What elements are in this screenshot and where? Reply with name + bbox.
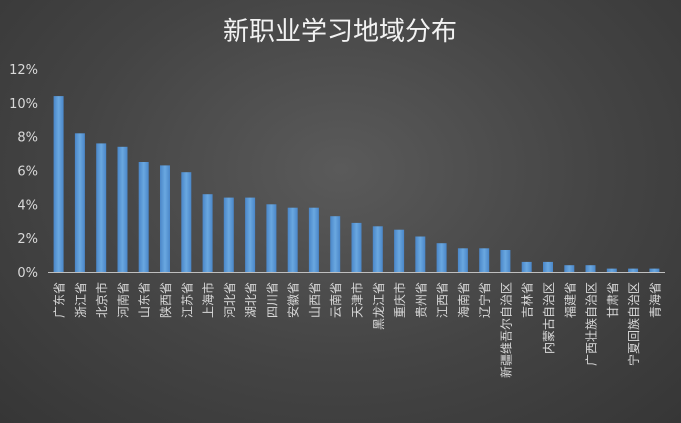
chart-title: 新职业学习地域分布 — [223, 17, 457, 47]
bar — [606, 268, 617, 272]
x-tick-label: 浙江省 — [74, 282, 88, 318]
bar — [96, 143, 107, 272]
y-tick-label: 12% — [9, 63, 38, 78]
bar — [351, 222, 362, 272]
bar — [564, 265, 575, 272]
bar — [500, 250, 511, 272]
bar — [53, 96, 64, 272]
bar — [308, 207, 319, 272]
bar — [202, 194, 213, 272]
x-tick-label: 黑龙江省 — [372, 282, 386, 330]
x-tick-label: 河南省 — [116, 282, 131, 318]
x-tick-label: 北京市 — [94, 282, 109, 318]
x-tick-label: 广东省 — [53, 282, 67, 318]
x-tick-label: 山东省 — [138, 282, 152, 318]
bar — [457, 248, 468, 272]
y-tick-label: 2% — [17, 232, 38, 247]
x-tick-label: 重庆市 — [392, 282, 407, 318]
x-tick-label: 安徽省 — [286, 282, 301, 318]
bar — [287, 207, 298, 272]
bar — [266, 204, 277, 272]
y-tick-label: 0% — [17, 266, 38, 281]
bar — [181, 172, 192, 272]
x-tick-label: 陕西省 — [158, 282, 173, 318]
bar — [74, 133, 85, 272]
x-tick-label: 贵州省 — [414, 282, 428, 318]
bars — [53, 96, 660, 272]
bar — [245, 197, 256, 272]
bar — [628, 268, 639, 272]
x-tick-label: 吉林省 — [521, 282, 535, 318]
x-tick-label: 河北省 — [223, 282, 237, 318]
y-axis: 0% 2% 4% 6% 8% 10% 12% — [9, 63, 38, 281]
bar — [394, 229, 405, 272]
bar — [138, 162, 149, 272]
bar — [223, 197, 234, 272]
x-tick-label: 四川省 — [265, 282, 279, 318]
bar — [543, 261, 553, 272]
x-axis-labels: 广东省 浙江省 北京市 河南省 山东省 陕西省 江苏省 上海市 河北省 湖北省 四川省 安徽省 山西省云… — [53, 282, 663, 378]
x-tick-label: 山西省 — [308, 282, 322, 318]
x-tick-label: 上海市 — [201, 282, 216, 318]
x-tick-label: 辽宁省 — [477, 282, 492, 318]
x-tick-label: 云南省 — [328, 282, 343, 318]
y-tick-label: 8% — [17, 131, 38, 146]
bar — [415, 236, 426, 272]
bar — [585, 265, 596, 272]
x-tick-label: 新疆维吾尔自治区 — [498, 282, 513, 378]
x-tick-label: 江西省 — [436, 282, 450, 318]
x-tick-label: 青海省 — [647, 282, 662, 318]
bar — [436, 243, 447, 272]
bar — [649, 268, 660, 272]
x-tick-label: 广西壮族自治区 — [585, 282, 599, 366]
y-tick-label: 6% — [17, 165, 38, 180]
x-tick-label: 甘肃省 — [606, 282, 620, 318]
x-tick-label: 天津市 — [350, 282, 365, 318]
x-tick-label: 内蒙古自治区 — [541, 282, 556, 354]
x-tick-label: 湖北省 — [243, 282, 258, 318]
bar — [372, 226, 383, 272]
y-tick-label: 10% — [9, 97, 38, 112]
x-tick-label: 江苏省 — [180, 282, 194, 318]
x-tick-label: 福建省 — [562, 282, 577, 318]
bar — [479, 248, 490, 272]
bar — [521, 261, 532, 272]
x-tick-label: 海南省 — [456, 282, 471, 318]
x-tick-label: 宁夏回族自治区 — [626, 282, 641, 366]
bar — [117, 146, 128, 272]
y-tick-label: 4% — [17, 198, 38, 213]
bar — [330, 216, 341, 272]
bar — [160, 165, 170, 272]
